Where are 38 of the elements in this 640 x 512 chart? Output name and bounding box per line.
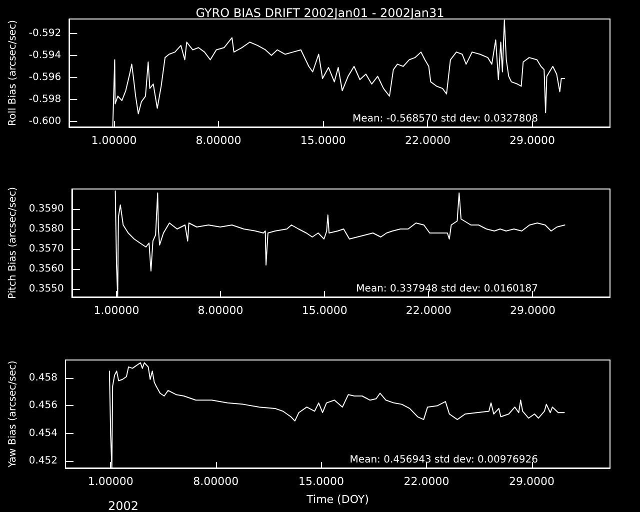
y-tick-label: -0.598 [28,94,62,105]
y-tick-label: -0.592 [28,28,62,39]
y-tick-label: 0.458 [28,372,58,384]
x-tick-label: 1.00000 [88,475,134,488]
x-tick-label: 22.0000 [406,304,452,317]
y-tick-label: 0.456 [28,400,58,412]
x-tick-label: 22.0000 [404,134,450,147]
x-tick-label: 22.0000 [404,475,450,488]
x-tick-label: 15.0000 [300,134,346,147]
y-axis-title: Pitch Bias (arcsec/sec) [8,186,18,300]
x-tick-label: 29.0000 [510,134,556,147]
x-tick-label: 29.0000 [509,475,555,488]
x-tick-label: 8.00000 [196,134,242,147]
chart-title: GYRO BIAS DRIFT 2002Jan01 - 2002Jan31 [196,6,444,20]
y-tick-label: -0.596 [28,72,62,83]
y-tick-label: 0.452 [28,456,58,467]
y-tick-label: 0.3570 [28,244,64,254]
annotation: Mean: 0.456943 std dev: 0.00976926 [350,454,538,466]
x-tick-label: 1.00000 [94,304,140,317]
y-tick-label: -0.600 [28,116,62,127]
y-tick-label: -0.594 [28,50,62,61]
x-tick-label: 15.0000 [302,304,348,317]
x-tick-label: 1.00000 [91,134,137,147]
y-tick-label: 0.3550 [28,284,64,294]
y-tick-label: 0.3590 [28,204,64,214]
x-axis-title: Time (DOY) [306,493,369,506]
text: 2002 [108,499,139,512]
y-axis-title: Yaw Bias (arcsec/sec) [8,360,18,468]
x-tick-label: 8.00000 [193,475,239,488]
annotation: Mean: 0.337948 std dev: 0.0160187 [356,284,538,294]
y-tick-label: 0.454 [28,428,58,439]
x-tick-label: 15.0000 [298,475,344,488]
x-tick-label: 29.0000 [510,304,556,317]
y-axis-title: Roll Bias (arcsec/sec) [8,20,18,126]
y-tick-label: 0.3560 [28,264,64,274]
x-tick-label: 8.00000 [198,304,244,317]
annotation: Mean: -0.568570 std dev: 0.0327808 [352,114,538,124]
y-tick-label: 0.3580 [28,224,64,234]
